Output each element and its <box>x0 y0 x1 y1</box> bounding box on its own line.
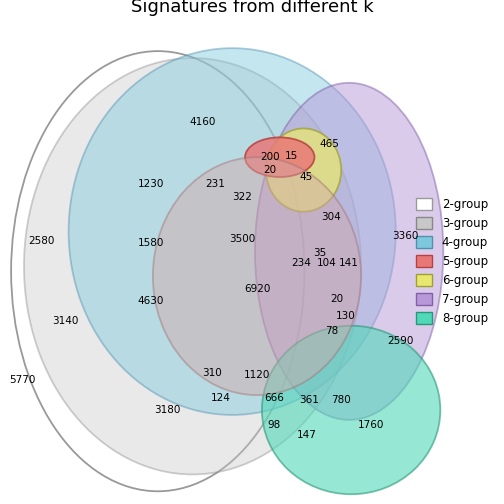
Text: 15: 15 <box>285 151 298 161</box>
Text: 304: 304 <box>322 212 341 222</box>
Text: 104: 104 <box>317 258 336 268</box>
Ellipse shape <box>153 157 361 395</box>
Text: 98: 98 <box>267 420 280 430</box>
Text: 231: 231 <box>206 179 225 189</box>
Ellipse shape <box>245 138 314 177</box>
Text: 78: 78 <box>325 326 338 336</box>
Text: 20: 20 <box>331 294 344 304</box>
Text: 6920: 6920 <box>244 284 270 294</box>
Ellipse shape <box>266 129 341 212</box>
Text: 1120: 1120 <box>244 370 270 381</box>
Text: 130: 130 <box>336 311 356 321</box>
Text: 361: 361 <box>299 395 320 405</box>
Text: 35: 35 <box>313 248 326 259</box>
Text: 124: 124 <box>210 393 230 403</box>
Text: 2580: 2580 <box>29 236 55 246</box>
Text: 1760: 1760 <box>358 420 384 430</box>
Ellipse shape <box>24 58 361 474</box>
Legend: 2-group, 3-group, 4-group, 5-group, 6-group, 7-group, 8-group: 2-group, 3-group, 4-group, 5-group, 6-gr… <box>410 192 494 331</box>
Text: 3500: 3500 <box>229 234 255 244</box>
Text: 322: 322 <box>232 192 252 202</box>
Ellipse shape <box>255 83 444 420</box>
Text: 20: 20 <box>263 165 276 175</box>
Text: 465: 465 <box>320 139 339 149</box>
Title: Signatures from different k: Signatures from different k <box>131 0 373 16</box>
Text: 2590: 2590 <box>388 336 414 346</box>
Text: 3360: 3360 <box>393 231 419 241</box>
Text: 1580: 1580 <box>138 238 164 248</box>
Text: 234: 234 <box>292 258 311 268</box>
Text: 4630: 4630 <box>138 296 164 306</box>
Ellipse shape <box>262 326 440 494</box>
Text: 141: 141 <box>339 258 359 268</box>
Text: 200: 200 <box>260 152 280 162</box>
Text: 1230: 1230 <box>138 179 164 189</box>
Text: 310: 310 <box>203 368 222 379</box>
Text: 3180: 3180 <box>155 405 181 415</box>
Text: 5770: 5770 <box>9 375 35 385</box>
Text: 780: 780 <box>331 395 351 405</box>
Ellipse shape <box>69 48 396 415</box>
Text: 45: 45 <box>300 172 313 182</box>
Text: 4160: 4160 <box>189 117 216 128</box>
Text: 147: 147 <box>296 430 317 440</box>
Text: 3140: 3140 <box>52 316 79 326</box>
Text: 666: 666 <box>264 393 284 403</box>
